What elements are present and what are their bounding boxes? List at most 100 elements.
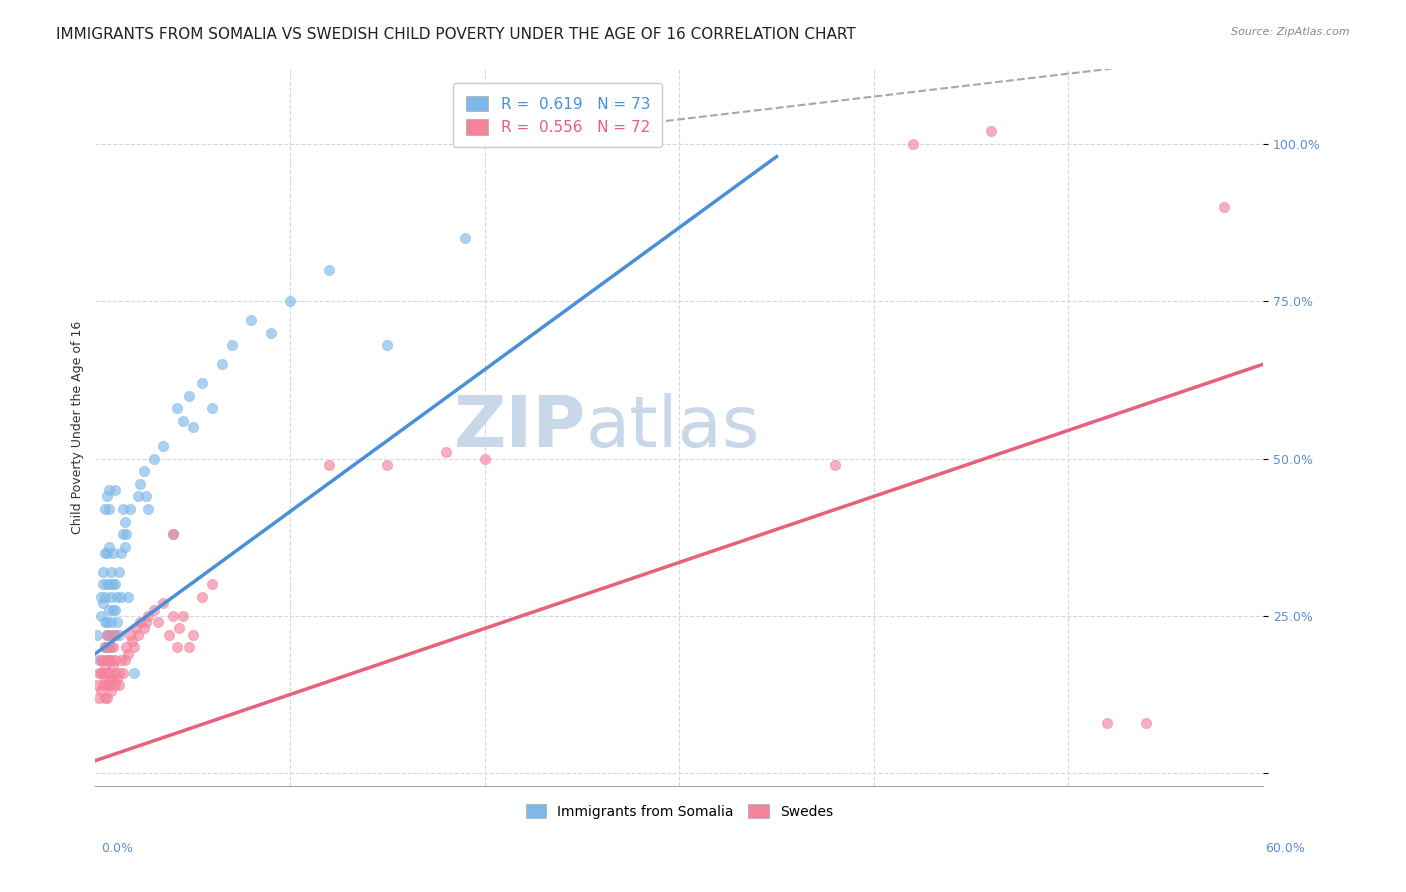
Point: [100, 684, 122, 698]
Point: [96, 577, 118, 591]
Point: [172, 414, 194, 428]
Point: [100, 672, 122, 686]
Point: [101, 628, 124, 642]
Point: [89, 665, 111, 680]
Point: [98, 483, 121, 497]
Point: [901, 136, 924, 151]
Point: [101, 640, 124, 655]
Point: [115, 640, 138, 655]
Point: [96, 615, 118, 630]
Point: [177, 389, 200, 403]
Point: [117, 647, 139, 661]
Point: [162, 527, 184, 541]
Point: [132, 622, 155, 636]
Point: [101, 577, 124, 591]
Point: [90, 608, 112, 623]
Point: [114, 540, 136, 554]
Point: [100, 615, 122, 630]
Text: 60.0%: 60.0%: [1265, 842, 1305, 855]
Point: [94, 615, 117, 630]
Point: [110, 590, 132, 604]
Point: [162, 527, 184, 541]
Point: [100, 640, 122, 655]
Point: [96, 489, 118, 503]
Point: [1097, 715, 1119, 730]
Point: [94, 502, 117, 516]
Text: Source: ZipAtlas.com: Source: ZipAtlas.com: [1232, 27, 1350, 37]
Point: [278, 294, 301, 309]
Point: [201, 401, 224, 416]
Point: [98, 628, 121, 642]
Point: [96, 628, 118, 642]
Point: [94, 640, 117, 655]
Point: [146, 615, 169, 630]
Point: [96, 640, 118, 655]
Point: [177, 640, 200, 655]
Point: [132, 464, 155, 478]
Point: [96, 628, 118, 642]
Point: [104, 577, 127, 591]
Point: [98, 640, 121, 655]
Point: [101, 672, 124, 686]
Point: [86, 678, 108, 692]
Text: ZIP: ZIP: [454, 392, 586, 462]
Point: [142, 451, 165, 466]
Point: [152, 439, 174, 453]
Point: [100, 590, 122, 604]
Point: [259, 326, 281, 340]
Point: [94, 640, 117, 655]
Point: [107, 628, 129, 642]
Point: [89, 653, 111, 667]
Point: [111, 665, 134, 680]
Point: [120, 628, 142, 642]
Point: [104, 628, 127, 642]
Point: [512, 130, 534, 145]
Point: [121, 634, 143, 648]
Point: [136, 608, 159, 623]
Point: [124, 640, 146, 655]
Point: [124, 665, 146, 680]
Point: [318, 263, 340, 277]
Point: [91, 596, 114, 610]
Point: [127, 628, 149, 642]
Point: [221, 338, 243, 352]
Point: [152, 596, 174, 610]
Point: [89, 690, 111, 705]
Point: [201, 577, 224, 591]
Point: [1135, 715, 1157, 730]
Point: [240, 313, 263, 327]
Point: [117, 590, 139, 604]
Point: [107, 665, 129, 680]
Point: [105, 615, 128, 630]
Point: [107, 678, 129, 692]
Point: [129, 476, 152, 491]
Point: [90, 653, 112, 667]
Point: [110, 546, 132, 560]
Point: [157, 628, 180, 642]
Point: [90, 590, 112, 604]
Point: [166, 640, 188, 655]
Point: [454, 231, 477, 245]
Point: [172, 608, 194, 623]
Point: [111, 527, 134, 541]
Point: [166, 401, 188, 416]
Point: [94, 672, 117, 686]
Point: [1213, 200, 1236, 214]
Point: [94, 690, 117, 705]
Point: [96, 690, 118, 705]
Point: [129, 615, 152, 630]
Point: [96, 546, 118, 560]
Legend: Immigrants from Somalia, Swedes: Immigrants from Somalia, Swedes: [519, 797, 839, 825]
Point: [135, 489, 157, 503]
Point: [91, 653, 114, 667]
Point: [211, 357, 233, 371]
Point: [96, 653, 118, 667]
Point: [90, 665, 112, 680]
Point: [115, 527, 138, 541]
Point: [105, 672, 128, 686]
Point: [107, 565, 129, 579]
Y-axis label: Child Poverty Under the Age of 16: Child Poverty Under the Age of 16: [72, 320, 84, 533]
Point: [96, 678, 118, 692]
Point: [136, 502, 159, 516]
Point: [120, 502, 142, 516]
